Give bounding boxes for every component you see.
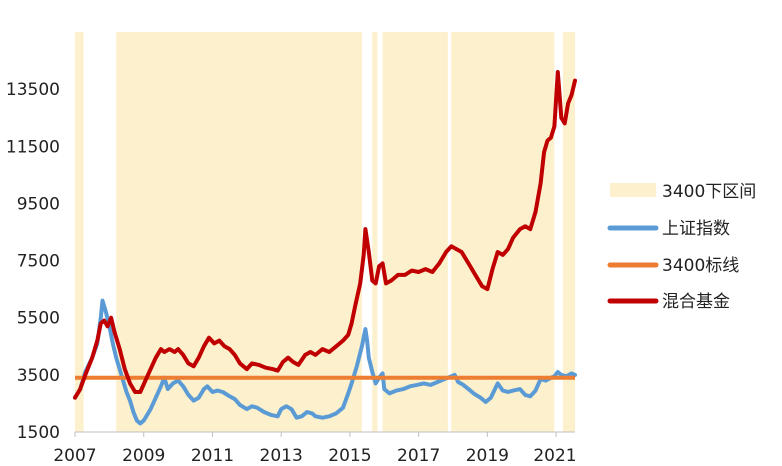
y-tick-label: 13500 xyxy=(6,80,60,100)
y-tick-label: 3500 xyxy=(17,366,60,386)
series-line-index xyxy=(73,298,577,426)
x-tick-label: 2007 xyxy=(53,446,96,466)
legend: 3400下区间 上证指数 3400标线 混合基金 xyxy=(607,182,756,312)
series-lines xyxy=(73,70,577,426)
x-tick-label: 2021 xyxy=(533,446,576,466)
legend-label-fund: 混合基金 xyxy=(662,292,730,312)
axes: 1500 3500 5500 7500 9500 11500 13500 2007 2009 20… xyxy=(6,80,577,466)
shaded-band xyxy=(562,32,575,432)
legend-label-index: 上证指数 xyxy=(662,219,730,239)
x-tick-label: 2009 xyxy=(122,446,165,466)
y-tick-label: 7500 xyxy=(17,252,60,272)
series-line-fund xyxy=(73,70,577,400)
y-tick-label: 9500 xyxy=(17,194,60,214)
shaded-band xyxy=(75,32,84,432)
x-tick-label: 2013 xyxy=(260,446,303,466)
legend-label-threshold: 3400标线 xyxy=(662,256,739,276)
shaded-band xyxy=(451,32,555,432)
x-tick-label: 2011 xyxy=(191,446,234,466)
x-tick-label: 2017 xyxy=(397,446,440,466)
legend-swatch-band xyxy=(610,183,656,197)
y-tick-label: 11500 xyxy=(6,137,60,157)
shaded-band xyxy=(382,32,448,432)
y-tick-label: 1500 xyxy=(17,423,60,443)
x-tick-label: 2019 xyxy=(466,446,509,466)
shaded-band xyxy=(372,32,378,432)
x-tick-label: 2015 xyxy=(328,446,371,466)
y-tick-label: 5500 xyxy=(17,309,60,329)
legend-label-band: 3400下区间 xyxy=(662,182,756,202)
shaded-bands xyxy=(75,32,575,432)
shaded-band xyxy=(116,32,362,432)
